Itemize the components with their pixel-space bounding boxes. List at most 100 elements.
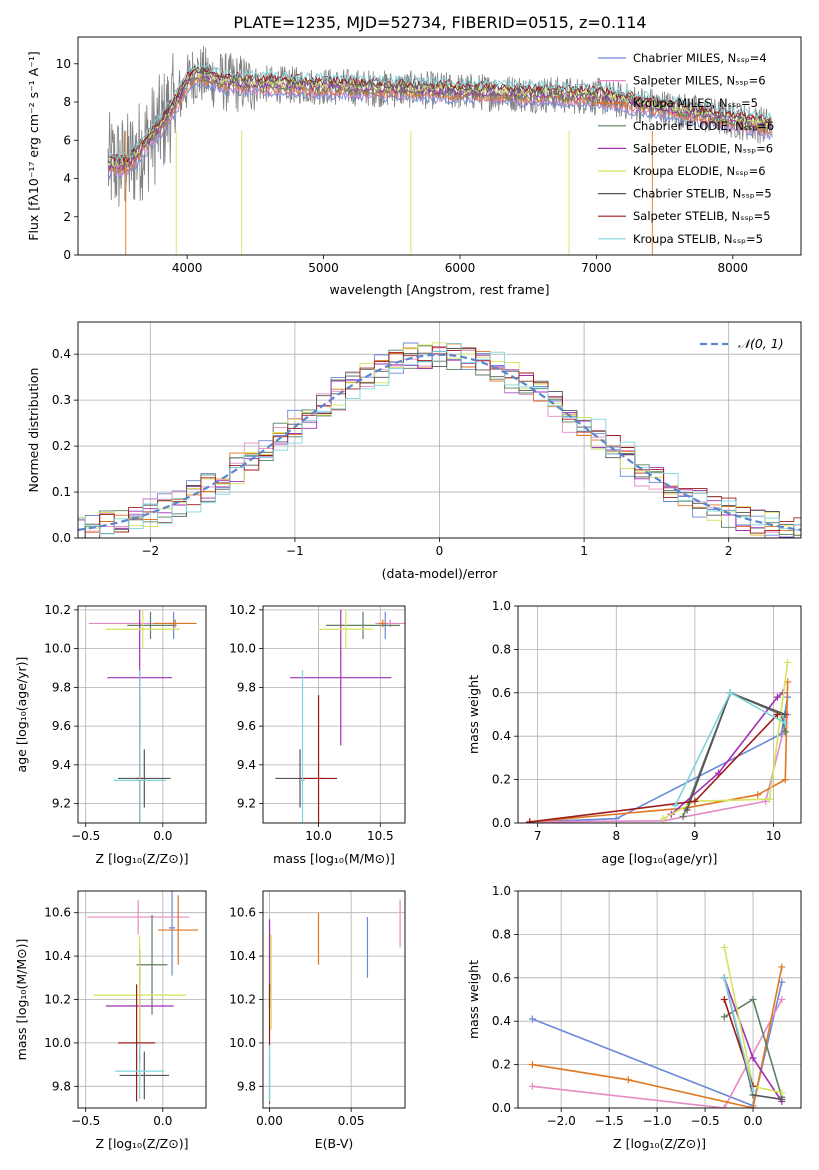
x-tick-label: −0.5 (71, 1114, 100, 1128)
plot-area-age_vs_mass (263, 606, 405, 823)
y-tick-label: 9.4 (237, 758, 256, 772)
x-axis-label: Z [log₁₀(Z/Z⊙)] (613, 1136, 706, 1151)
x-tick-label: 8 (612, 829, 620, 843)
mass-weight-marker (781, 776, 789, 784)
mass-weight-marker (749, 996, 757, 1003)
axes-frame (517, 890, 802, 1109)
x-tick-label: 4000 (172, 261, 203, 275)
plot-area-mass_weight_vs_Z (518, 891, 801, 1108)
y-tick-label: 9.8 (52, 1079, 71, 1093)
chart-mass_vs_EBV: 0.00 0.05 9.8 10.0 10.2 10.4 10.6 E(B-V) (229, 890, 406, 1151)
y-tick-label: 9.4 (52, 758, 71, 772)
x-tick-label: 2 (725, 544, 733, 558)
y-tick-label: 0.1 (52, 485, 71, 499)
y-axis-label: mass weight (466, 675, 481, 754)
plot-content-mass_vs_Z (78, 891, 206, 1108)
mass-weight-marker (720, 996, 728, 1003)
x-tick-label: 8000 (718, 261, 749, 275)
y-tick-label: 9.6 (52, 719, 71, 733)
mass-weight-line (670, 692, 784, 815)
plot-area-age_vs_Z (78, 606, 206, 823)
y-tick-label: 9.2 (237, 797, 256, 811)
x-axis-label: (data-model)/error (382, 566, 499, 581)
mass-weight-marker (679, 812, 687, 820)
residual-histogram-line (78, 347, 801, 538)
mass-weight-marker (726, 689, 734, 697)
x-axis-label: age [log₁₀(age/yr)] (602, 851, 718, 866)
mass-weight-marker (720, 974, 728, 982)
x-tick-label: 6000 (445, 261, 476, 275)
x-tick-label: 0.05 (338, 1114, 365, 1128)
plot-area-mass_weight_vs_age (518, 606, 801, 823)
mass-weight-marker (671, 802, 679, 810)
y-tick-label: 0.3 (52, 393, 71, 407)
x-tick-label: 10 (766, 829, 781, 843)
legend-label: Kroupa MILES, Nₛₛₚ=5 (633, 96, 758, 110)
x-tick-label: 1 (580, 544, 588, 558)
mass-weight-marker (773, 693, 781, 701)
y-tick-label: 0.4 (492, 1014, 511, 1028)
y-tick-label: 0.8 (492, 927, 511, 941)
y-tick-label: 9.8 (237, 680, 256, 694)
x-tick-label: 7 (534, 829, 542, 843)
mass-weight-marker (773, 711, 781, 718)
y-tick-label: 9.8 (52, 680, 71, 694)
legend-label: 𝒩(0, 1) (738, 336, 784, 351)
mass-weight-marker (720, 943, 728, 951)
chart-mass_vs_Z: −0.5 0.0 9.8 10.0 10.2 10.4 10.6 Z [log₁₀(Z/Z⊙)… (14, 890, 207, 1151)
x-tick-label: 0.0 (743, 1114, 762, 1128)
mass-weight-marker (781, 728, 789, 736)
y-tick-label: 1.0 (492, 884, 511, 898)
mass-weight-marker (784, 658, 792, 666)
y-tick-label: 0.0 (52, 531, 71, 545)
y-tick-label: 10.2 (229, 993, 256, 1007)
mass-weight-marker (754, 791, 762, 799)
y-tick-label: 10.6 (229, 906, 256, 920)
mass-weight-marker (528, 1061, 536, 1069)
plot-content-age_vs_Z (78, 606, 206, 823)
x-axis-label: wavelength [Angstrom, rest frame] (329, 282, 549, 297)
mass-weight-marker (778, 963, 786, 971)
spectrum-legend: Chabrier MILES, Nₛₛₚ=4 Salpeter MILES, Nₛ… (598, 51, 774, 246)
x-axis-label: Z [log₁₀(Z/Z⊙)] (96, 851, 189, 866)
mass-weight-marker (683, 806, 691, 814)
legend-label: Salpeter MILES, Nₛₛₚ=6 (633, 74, 766, 88)
mass-weight-marker (720, 1013, 728, 1021)
mass-weight-marker (749, 1104, 757, 1108)
x-axis-label: E(B-V) (315, 1136, 354, 1151)
residuals-legend: 𝒩(0, 1) (700, 336, 784, 351)
y-tick-label: 0 (63, 248, 71, 262)
mass-weight-marker (749, 1054, 757, 1062)
y-tick-label: 6 (63, 133, 71, 147)
x-tick-label: 10.0 (305, 829, 332, 843)
x-tick-label: −2 (141, 544, 159, 558)
y-tick-label: 9.2 (52, 797, 71, 811)
chart-age_vs_Z: −0.5 0.0 9.2 9.4 9.6 9.8 10.0 10.2 Z [log₁₀(Z/Z⊙… (14, 603, 207, 866)
x-tick-label: 9 (691, 829, 699, 843)
legend-label: Chabrier STELIB, Nₛₛₚ=5 (633, 187, 772, 201)
mass-weight-marker (526, 818, 534, 823)
y-tick-label: 8 (63, 95, 71, 109)
y-tick-label: 10.6 (44, 906, 71, 920)
legend-label: Chabrier MILES, Nₛₛₚ=4 (633, 51, 767, 65)
chart-residuals: −2 −1 0 1 2 0.0 0.1 0.2 0.3 0.4 (data-model)/error… (26, 321, 802, 581)
mass-weight-marker (778, 1095, 786, 1103)
y-tick-label: 10.0 (44, 642, 71, 656)
plot-content-spectrum (107, 46, 773, 255)
x-tick-label: 5000 (308, 261, 339, 275)
y-tick-label: 0.0 (492, 816, 511, 830)
y-tick-label: 0.4 (492, 729, 511, 743)
x-tick-label: 10.5 (367, 829, 394, 843)
axes-frame (77, 36, 802, 256)
x-tick-label: 0.0 (153, 1114, 172, 1128)
y-tick-label: 0.4 (52, 347, 71, 361)
figure-title: PLATE=1235, MJD=52734, FIBERID=0515, z=0… (233, 13, 646, 32)
y-tick-label: 10.0 (229, 642, 256, 656)
x-axis-label: mass [log₁₀(M/M⊙)] (273, 851, 395, 866)
y-tick-label: 0.6 (492, 971, 511, 985)
mass-weight-marker (781, 711, 789, 718)
x-tick-label: −0.5 (71, 829, 100, 843)
x-tick-label: −1.5 (595, 1114, 624, 1128)
x-tick-label: 0.0 (153, 829, 172, 843)
